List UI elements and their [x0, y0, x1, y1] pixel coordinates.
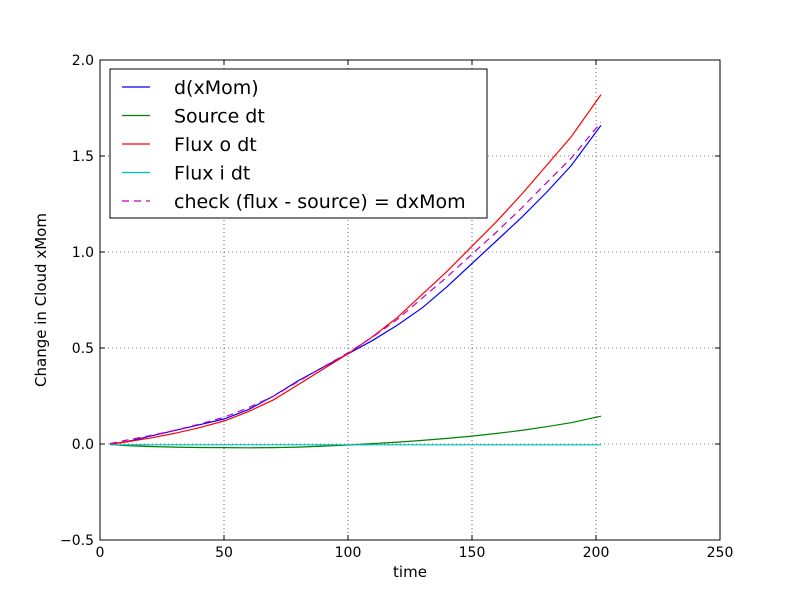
y-tick-label: 2.0 — [72, 53, 94, 69]
legend-label: Flux i dt — [174, 163, 250, 185]
x-tick-label: 0 — [96, 545, 105, 561]
x-tick-label: 150 — [459, 545, 486, 561]
y-tick-label: 1.0 — [72, 245, 94, 261]
legend-label: check (flux - source) = dxMom — [174, 191, 466, 213]
legend-box — [109, 68, 488, 219]
y-tick-label: −0.5 — [60, 533, 94, 549]
y-tick-label: 1.5 — [72, 149, 94, 165]
x-axis-label: time — [393, 563, 427, 581]
plot-frame — [99, 59, 721, 541]
y-tick-label: 0.0 — [72, 437, 94, 453]
series-line-2 — [109, 94, 602, 445]
x-tick-label: 200 — [583, 545, 610, 561]
x-tick-label: 250 — [707, 545, 734, 561]
y-axis-label: Change in Cloud xMom — [32, 213, 50, 387]
legend-label: Flux o dt — [174, 134, 257, 156]
legend: d(xMom) Source dt Flux o dt Flux i dt check … — [109, 68, 488, 219]
series-line-4 — [109, 122, 602, 445]
legend-label: d(xMom) — [174, 77, 259, 99]
y-tick-label: 0.5 — [72, 341, 94, 357]
x-tick-label: 100 — [335, 545, 362, 561]
series-lines — [109, 94, 602, 449]
x-tick-label: 50 — [215, 545, 233, 561]
tick-labels: 0 50 100 150 200 250 −0.5 0.0 0.5 1.0 1.5 2.0 — [60, 53, 733, 561]
legend-label: Source dt — [174, 106, 265, 128]
axis-ticks — [99, 59, 721, 541]
